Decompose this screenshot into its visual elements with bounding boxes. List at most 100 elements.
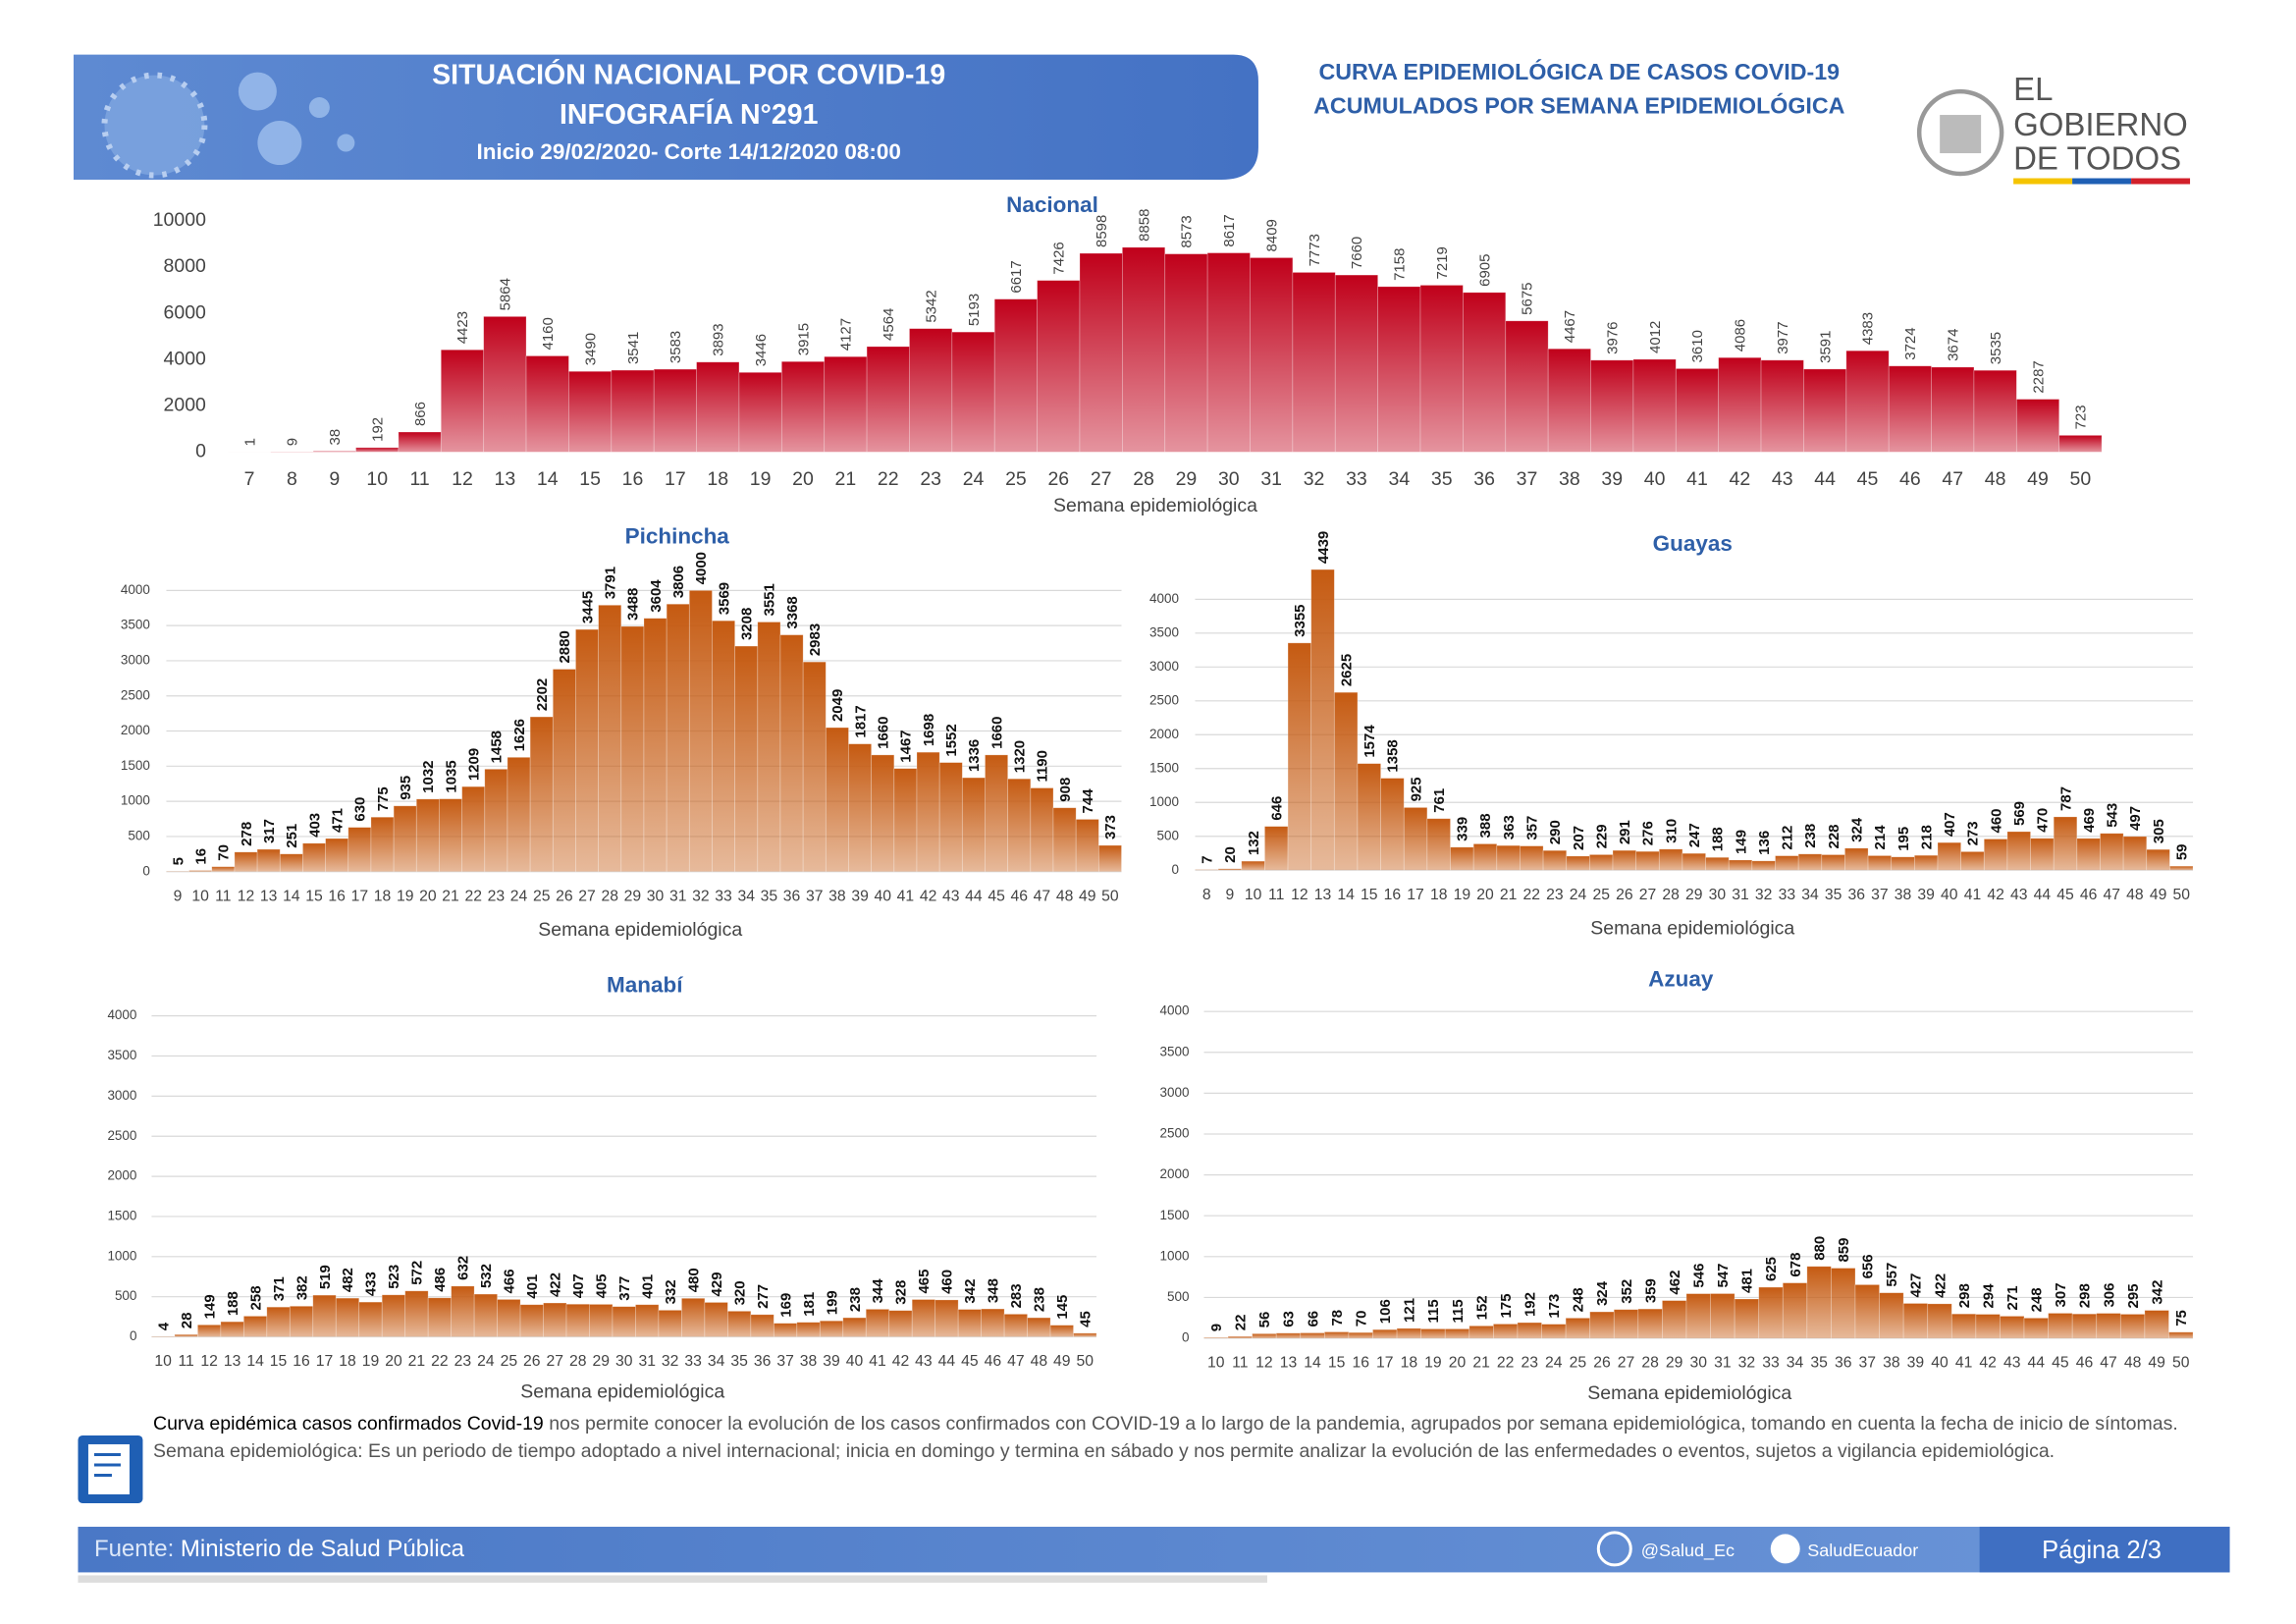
x-tick-label: 27 <box>1639 887 1657 903</box>
x-tick-label: 17 <box>316 1353 334 1370</box>
value-label: 678 <box>1788 1253 1804 1277</box>
bar <box>1075 819 1099 873</box>
value-label: 4439 <box>1315 531 1332 564</box>
value-label: 935 <box>398 776 414 800</box>
x-tick-label: 39 <box>851 888 869 904</box>
bar <box>1203 1336 1229 1339</box>
bar <box>439 798 462 873</box>
bar <box>780 360 826 453</box>
value-label: 4383 <box>1860 312 1877 345</box>
value-label: 251 <box>284 824 300 848</box>
x-tick-label: 50 <box>1101 888 1119 904</box>
bar <box>1867 855 1893 871</box>
bar <box>370 816 395 873</box>
value-label: 78 <box>1329 1310 1346 1326</box>
value-label: 1320 <box>1012 740 1029 773</box>
x-tick-label: 16 <box>1352 1355 1369 1372</box>
x-tick-label: 41 <box>897 888 915 904</box>
chart-title: Nacional <box>1006 192 1098 217</box>
x-tick-label: 29 <box>1685 887 1703 903</box>
value-label: 352 <box>1619 1279 1635 1304</box>
y-tick-label: 3000 <box>107 1088 136 1103</box>
x-tick-label: 40 <box>874 888 891 904</box>
value-label: 181 <box>801 1292 818 1317</box>
value-label: 145 <box>1054 1295 1071 1320</box>
value-label: 471 <box>329 808 346 833</box>
x-tick-label: 28 <box>569 1353 587 1370</box>
value-label: 238 <box>847 1287 864 1312</box>
x-tick-label: 47 <box>2104 887 2121 903</box>
bar <box>2146 848 2170 871</box>
x-tick-label: 28 <box>601 888 618 904</box>
x-tick-label: 9 <box>1226 887 1235 903</box>
x-tick-label: 22 <box>1497 1355 1515 1372</box>
value-label: 523 <box>386 1265 402 1289</box>
value-label: 295 <box>2125 1283 2142 1308</box>
value-label: 4564 <box>881 308 897 341</box>
x-tick-label: 15 <box>270 1353 288 1370</box>
x-tick-label: 38 <box>1895 887 1912 903</box>
x-tick-label: 30 <box>1218 468 1240 490</box>
value-label: 371 <box>271 1276 288 1301</box>
bar <box>1372 1328 1398 1339</box>
bar <box>1334 274 1379 453</box>
notes-term: Curva epidémica casos confirmados Covid-… <box>153 1413 544 1435</box>
bar <box>704 1302 728 1337</box>
x-tick-label: 27 <box>1618 1355 1635 1372</box>
x-tick-label: 13 <box>1280 1355 1298 1372</box>
x-tick-label: 38 <box>828 888 846 904</box>
value-label: 3535 <box>1988 332 2004 364</box>
bar <box>1333 691 1359 871</box>
x-tick-label: 39 <box>1917 887 1935 903</box>
bar <box>1613 1309 1639 1339</box>
notes-icon <box>78 1435 143 1503</box>
bar <box>1380 778 1405 871</box>
x-tick-label: 21 <box>1472 1355 1490 1372</box>
y-tick-label: 1000 <box>1159 1248 1189 1263</box>
x-tick-label: 39 <box>1601 468 1623 490</box>
x-tick-label: 9 <box>174 888 183 904</box>
value-label: 136 <box>1756 831 1773 855</box>
value-label: 248 <box>1571 1287 1587 1312</box>
value-label: 56 <box>1256 1312 1273 1328</box>
bar <box>355 447 400 453</box>
bar <box>1734 1298 1760 1339</box>
x-tick-label: 44 <box>1814 468 1836 490</box>
y-tick-label: 3500 <box>1149 624 1179 639</box>
x-tick-label: 48 <box>1056 888 1074 904</box>
x-tick-label: 44 <box>965 888 983 904</box>
bar <box>1685 1293 1711 1339</box>
bar <box>1520 845 1544 871</box>
value-label: 70 <box>1353 1311 1369 1327</box>
value-label: 859 <box>1836 1238 1852 1263</box>
bar <box>612 1306 636 1337</box>
x-tick-label: 36 <box>1835 1355 1852 1372</box>
x-tick-label: 25 <box>1592 887 1610 903</box>
bar <box>1310 568 1335 871</box>
bar <box>427 1297 453 1337</box>
footer-page-box <box>1979 1526 2230 1573</box>
value-label: 7219 <box>1434 246 1451 279</box>
value-label: 403 <box>306 813 323 838</box>
x-tick-label: 18 <box>374 888 392 904</box>
bar <box>289 1305 314 1337</box>
value-label: 486 <box>432 1268 449 1292</box>
x-tick-label: 49 <box>1053 1353 1071 1370</box>
x-tick-label: 40 <box>846 1353 864 1370</box>
value-label: 207 <box>1571 826 1587 850</box>
bar <box>848 743 873 873</box>
value-label: 273 <box>1965 821 1982 845</box>
footer-shadow <box>78 1575 1267 1583</box>
x-tick-label: 24 <box>510 888 528 904</box>
x-tick-label: 30 <box>1690 1355 1708 1372</box>
y-tick-label: 500 <box>1156 828 1179 842</box>
y-tick-label: 4000 <box>1159 1003 1189 1018</box>
value-label: 342 <box>962 1279 979 1304</box>
value-label: 3208 <box>738 608 755 640</box>
bar <box>1419 285 1464 453</box>
x-tick-label: 21 <box>1500 887 1518 903</box>
y-tick-label: 2500 <box>1149 692 1179 707</box>
bar <box>1463 292 1507 453</box>
bar <box>497 1299 521 1337</box>
